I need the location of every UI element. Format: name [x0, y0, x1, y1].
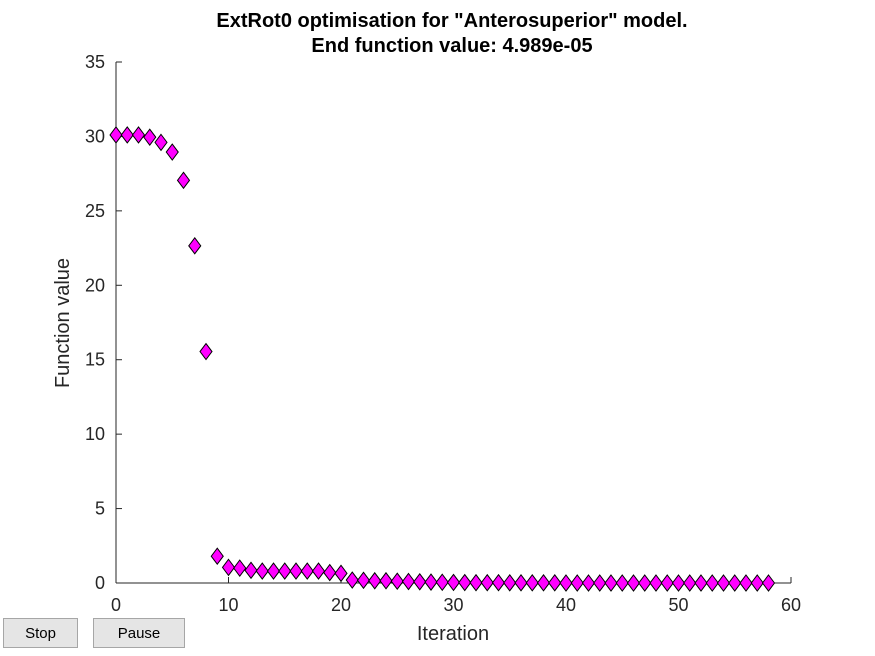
data-point [390, 572, 404, 591]
data-point [165, 143, 179, 161]
data-point [705, 574, 719, 592]
data-point [210, 547, 224, 566]
data-point [536, 574, 551, 592]
data-point [109, 126, 123, 144]
data-point [683, 574, 697, 592]
y-tick-label: 30 [85, 126, 105, 146]
y-tick-label: 20 [85, 275, 105, 295]
data-point [278, 562, 292, 580]
x-tick-label: 30 [443, 595, 463, 615]
data-point [143, 128, 157, 147]
data-point [413, 572, 427, 591]
data-point [458, 573, 472, 592]
x-tick-label: 50 [668, 595, 688, 615]
stop-button[interactable]: Stop [3, 618, 78, 648]
data-point [570, 574, 584, 592]
data-point [289, 562, 303, 580]
data-point [593, 574, 607, 592]
data-point [401, 572, 416, 591]
y-tick-label: 15 [85, 350, 105, 370]
data-markers [109, 126, 776, 592]
data-point [424, 573, 438, 591]
data-point [671, 574, 686, 592]
data-point [379, 571, 393, 590]
data-point [233, 559, 247, 577]
pause-button[interactable]: Pause [93, 618, 185, 648]
data-point [514, 574, 528, 592]
y-tick-label: 10 [85, 424, 105, 444]
data-point [255, 562, 269, 580]
data-point [446, 573, 461, 592]
data-point [739, 574, 753, 592]
data-point [334, 564, 348, 583]
data-point [660, 574, 674, 592]
data-point [323, 563, 337, 582]
data-point [131, 126, 146, 144]
data-point [266, 562, 281, 580]
data-point [615, 574, 629, 592]
chart-title: ExtRot0 optimisation for "Anterosuperior… [216, 10, 687, 32]
data-point [221, 558, 236, 577]
data-point [356, 571, 371, 590]
data-point [300, 562, 314, 580]
data-point [525, 574, 539, 592]
chart-subtitle: End function value: 4.989e-05 [311, 35, 592, 57]
data-point [728, 574, 742, 592]
data-point [604, 574, 618, 592]
data-point [638, 574, 652, 592]
data-point [154, 133, 168, 152]
data-point [503, 574, 517, 592]
x-axis-label: Iteration [417, 623, 489, 645]
x-tick-label: 20 [331, 595, 351, 615]
data-point [716, 574, 731, 592]
data-point [469, 573, 483, 592]
y-axis-label: Function value [52, 258, 74, 388]
data-point [199, 342, 213, 361]
data-point [694, 574, 708, 592]
data-point [559, 574, 573, 592]
data-point [626, 574, 641, 592]
axes [115, 62, 791, 584]
y-tick-label: 35 [85, 52, 105, 72]
data-point [491, 573, 506, 592]
y-tick-label: 0 [95, 573, 105, 593]
data-point [480, 573, 494, 592]
x-tick-label: 10 [218, 595, 238, 615]
data-point [120, 126, 134, 144]
data-point [548, 574, 562, 592]
x-tick-label: 0 [111, 595, 121, 615]
data-point [581, 574, 596, 592]
data-point [649, 574, 663, 592]
x-tick-label: 40 [556, 595, 576, 615]
data-point [750, 574, 764, 592]
data-point [311, 562, 326, 580]
data-point [244, 561, 258, 580]
y-tick-label: 5 [95, 499, 105, 519]
data-point [176, 171, 191, 190]
data-point [368, 571, 382, 590]
x-tick-label: 60 [781, 595, 801, 615]
data-point [435, 573, 449, 592]
data-point [345, 571, 359, 589]
data-point [761, 574, 776, 592]
data-point [188, 237, 202, 255]
y-tick-label: 25 [85, 201, 105, 221]
axis-ticks: 0 10 20 30 40 50 60 0 5 10 15 20 25 30 35 [85, 52, 801, 615]
